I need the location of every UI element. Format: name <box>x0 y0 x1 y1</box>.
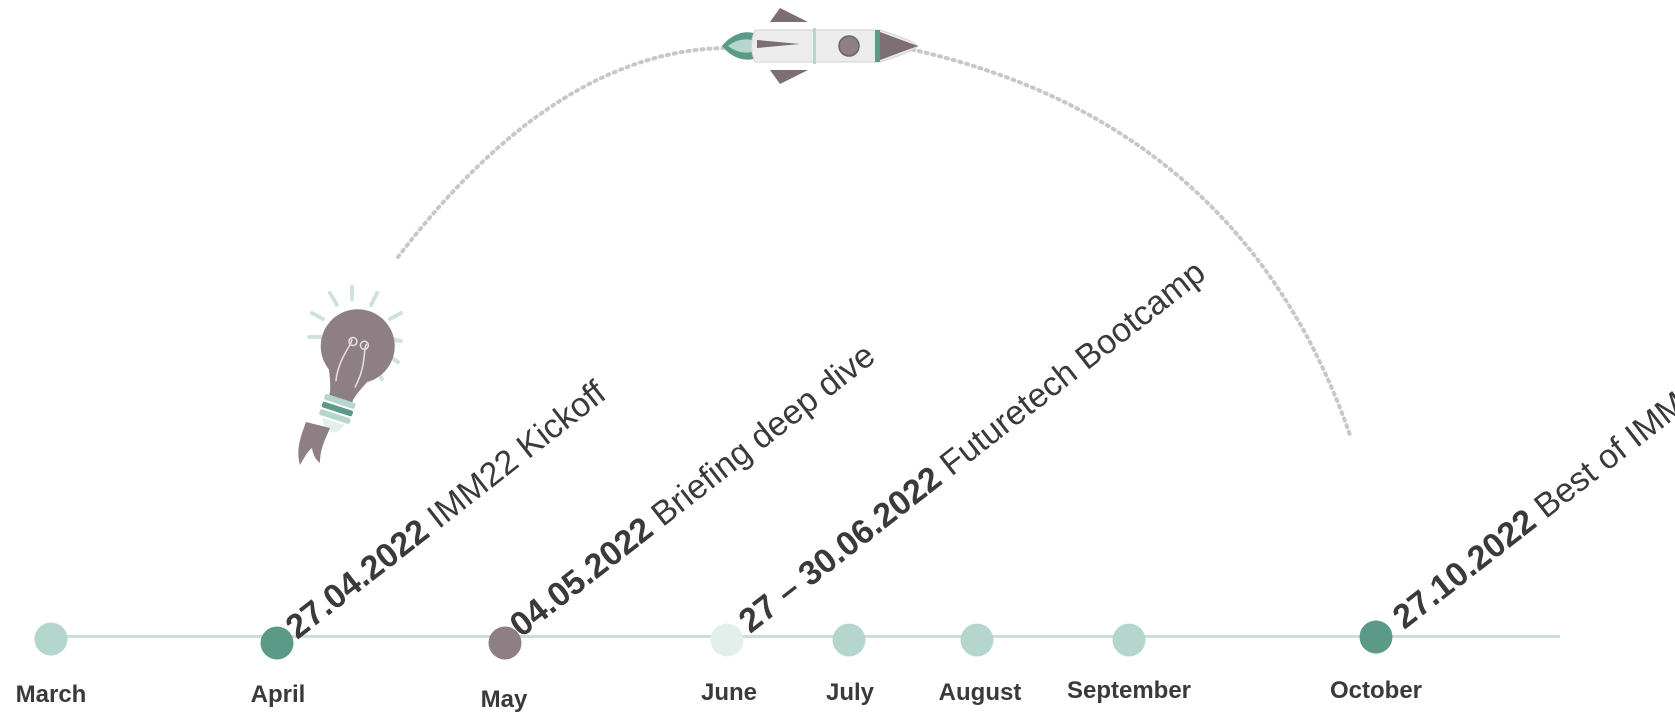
month-label-may: May <box>480 686 528 713</box>
month-dot-may[interactable] <box>488 626 522 660</box>
month-dot-october[interactable] <box>1359 620 1393 654</box>
month-label-september: September <box>1066 677 1192 704</box>
month-label-august: August <box>938 679 1022 706</box>
month-dot-september[interactable] <box>1112 623 1146 657</box>
month-dot-june[interactable] <box>710 623 744 657</box>
month-label-july: July <box>825 679 875 706</box>
month-label-june: June <box>700 679 758 706</box>
month-dot-march[interactable] <box>34 622 68 656</box>
month-label-march: March <box>15 681 87 708</box>
month-label-april: April <box>250 681 306 708</box>
month-dot-august[interactable] <box>960 623 994 657</box>
month-dot-april[interactable] <box>260 626 294 660</box>
timeline-line <box>52 635 1560 638</box>
month-dot-july[interactable] <box>832 623 866 657</box>
month-label-october: October <box>1329 677 1423 704</box>
